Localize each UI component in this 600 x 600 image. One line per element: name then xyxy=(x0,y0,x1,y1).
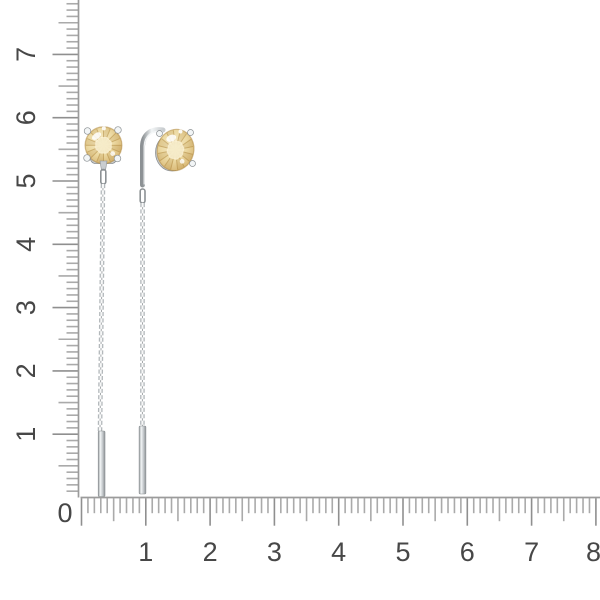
horizontal-ruler-number: 4 xyxy=(331,537,346,567)
threader-bar-left xyxy=(97,430,106,497)
horizontal-ruler-number: 7 xyxy=(524,537,539,567)
vertical-ruler-number: 1 xyxy=(11,427,41,442)
prong-icon xyxy=(156,130,163,137)
horizontal-ruler-number: 2 xyxy=(203,537,218,567)
prong-icon xyxy=(114,126,122,134)
horizontal-ruler: 1 2 3 4 5 6 7 8 0 xyxy=(57,496,600,567)
prong-icon xyxy=(113,154,122,163)
threader-bar-right xyxy=(138,425,147,495)
horizontal-ruler-ticks xyxy=(80,498,597,526)
vertical-ruler-number: 3 xyxy=(11,300,41,315)
vertical-ruler: 1 2 3 4 5 6 7 xyxy=(11,0,80,498)
prong-icon xyxy=(189,160,196,167)
horizontal-ruler-numbers: 1 2 3 4 5 6 7 8 xyxy=(138,537,600,567)
origin-label: 0 xyxy=(57,498,72,528)
vertical-ruler-number: 2 xyxy=(11,363,41,378)
prong-icon xyxy=(83,154,91,162)
connector-link-left xyxy=(100,168,107,185)
prong-icon xyxy=(83,127,92,135)
horizontal-ruler-number: 1 xyxy=(138,537,153,567)
prong-icon xyxy=(187,129,194,136)
vertical-ruler-number: 4 xyxy=(11,237,41,252)
vertical-ruler-ticks xyxy=(52,2,79,492)
vertical-ruler-number: 7 xyxy=(11,47,41,62)
gem-right xyxy=(156,128,195,172)
horizontal-ruler-number: 6 xyxy=(460,537,475,567)
earring-left xyxy=(83,126,123,497)
gem-left xyxy=(84,126,123,165)
horizontal-ruler-number: 8 xyxy=(586,537,600,567)
earring-right xyxy=(138,127,196,495)
horizontal-ruler-number: 3 xyxy=(267,537,282,567)
connector-link-right xyxy=(139,188,146,204)
vertical-ruler-number: 6 xyxy=(11,110,41,125)
ear-wire-hook-icon xyxy=(140,127,166,188)
chain-left xyxy=(97,183,106,432)
horizontal-ruler-number: 5 xyxy=(395,537,410,567)
vertical-ruler-number: 5 xyxy=(11,173,41,188)
vertical-ruler-numbers: 1 2 3 4 5 6 7 xyxy=(11,47,41,442)
